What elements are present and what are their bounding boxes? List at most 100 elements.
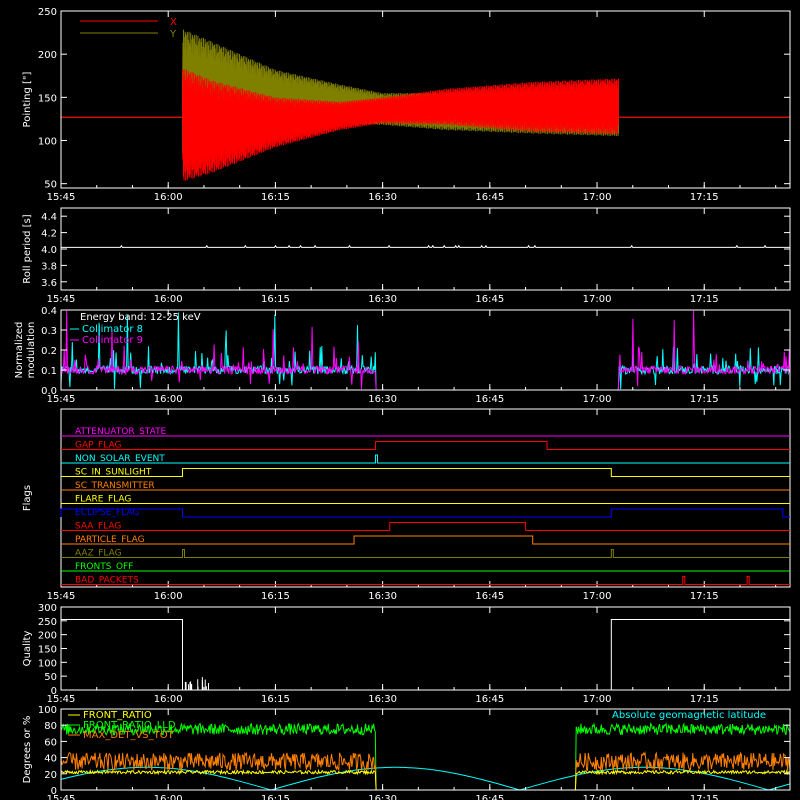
x-tick-label: 17:00 [583,694,612,705]
legend-label: FRONT_RATIO_LLD [83,720,176,731]
x-tick-label: 16:30 [368,591,397,602]
energy-band-annotation: Energy band: 12-25 keV [80,312,201,323]
flag-line-sc-in-sunlight [61,468,790,477]
flag-line-bad-packets [61,576,790,585]
x-tick-label: 16:45 [475,394,504,405]
x-tick-label: 16:45 [475,694,504,705]
flag-label: NON_SOLAR_EVENT [75,454,165,464]
panel-3-frame [60,408,791,588]
quality-line [61,618,790,691]
x-tick-label: 15:45 [47,294,76,305]
panel-0-frame [60,10,791,189]
x-tick-label: 17:15 [690,794,719,800]
x-tick-label: 16:00 [154,591,183,602]
x-tick-label: 16:45 [475,794,504,800]
x-tick-label: 16:00 [154,394,183,405]
flag-label: AAZ_FLAG [75,549,122,559]
y-tick-label: 100 [38,705,57,716]
series-x-pointing-line [61,69,790,181]
x-tick-label: 16:00 [154,294,183,305]
legend-label: X [170,17,177,28]
flag-line-saa-flag [61,522,790,531]
y-tick-label: 4.4 [41,212,57,223]
y-axis-label: modulation [26,322,37,379]
y-tick-label: 80 [44,721,57,732]
y-tick-label: 40 [44,754,57,765]
x-tick-label: 16:00 [154,694,183,705]
flag-label: FRONTS_OFF [75,562,133,572]
legend-label: MAX_DET_VS_TOT [83,730,175,741]
flag-label: GAP_FLAG [75,441,121,451]
y-tick-label: 4.2 [41,229,57,240]
flag-label: SAA_FLAG [75,522,121,532]
y-tick-label: 0.3 [41,326,57,337]
y-axis-label: Flags [22,485,33,511]
x-tick-label: 16:45 [475,192,504,203]
x-tick-label: 17:15 [690,591,719,602]
flag-label: ECLIPSE_FLAG [75,508,139,518]
legend-label: Collimator 8 [82,324,143,335]
y-axis-label: Roll period [s] [22,214,33,283]
x-tick-label: 15:45 [47,394,76,405]
y-axis-label: Degrees or % [22,716,33,784]
y-tick-label: 0.1 [41,366,57,377]
y-tick-label: 3.6 [41,278,57,289]
x-tick-label: 17:00 [583,294,612,305]
flag-line-aaz-flag [61,549,790,558]
x-tick-label: 16:15 [261,294,290,305]
x-tick-label: 15:45 [47,591,76,602]
y-tick-label: 20 [44,770,57,781]
x-tick-label: 16:45 [475,591,504,602]
y-tick-label: 200 [38,631,57,642]
x-tick-label: 17:00 [583,192,612,203]
legend-label: Collimator 9 [82,335,143,346]
y-tick-label: 150 [38,645,57,656]
x-tick-label: 16:00 [154,192,183,203]
flag-line-particle-flag [61,535,790,545]
y-tick-label: 250 [38,617,57,628]
x-tick-label: 17:15 [690,394,719,405]
y-axis-label: Quality [22,631,33,667]
x-tick-label: 16:15 [261,694,290,705]
x-tick-label: 16:30 [368,192,397,203]
flag-label: ATTENUATOR_STATE [75,427,167,437]
flag-line-eclipse-flag [60,508,790,518]
x-tick-label: 16:15 [261,794,290,800]
flag-label: BAD_PACKETS [75,576,139,586]
front-ratio-line [61,768,790,790]
y-axis-label: Pointing ["] [22,71,33,127]
y-tick-label: 50 [44,180,57,191]
flag-label: FLARE_FLAG [75,495,131,505]
x-tick-label: 17:15 [690,192,719,203]
y-tick-label: 300 [38,603,57,614]
x-tick-label: 16:30 [368,294,397,305]
x-tick-label: 16:30 [368,394,397,405]
panel-1-frame [60,207,791,291]
flag-line-non-solar-event [61,454,790,464]
flag-label: PARTICLE_FLAG [75,535,145,545]
y-tick-label: 50 [44,672,57,683]
x-tick-label: 17:00 [583,394,612,405]
x-tick-label: 15:45 [47,794,76,800]
x-tick-label: 17:00 [583,794,612,800]
x-tick-label: 16:45 [475,294,504,305]
y-tick-label: 3.8 [41,261,57,272]
y-tick-label: 0.4 [41,306,57,317]
x-tick-label: 16:30 [368,794,397,800]
flag-line-gap-flag [61,441,790,450]
x-tick-label: 16:30 [368,694,397,705]
geomagnetic-latitude-line [61,766,790,790]
y-tick-label: 100 [38,137,57,148]
y-tick-label: 4.0 [41,245,57,256]
legend-label: Absolute geomagnetic latitude [612,710,766,721]
legend-label: Y [169,29,177,40]
x-tick-label: 16:15 [261,192,290,203]
y-tick-label: 150 [38,93,57,104]
panel-5-frame [60,708,791,791]
y-tick-label: 250 [38,7,57,18]
y-tick-label: 0 [51,686,57,697]
y-axis-label: Normalized [14,322,25,379]
y-tick-label: 0.0 [41,386,57,397]
max-det-vs-tot-line [61,750,790,790]
roll-period-line [61,244,790,248]
